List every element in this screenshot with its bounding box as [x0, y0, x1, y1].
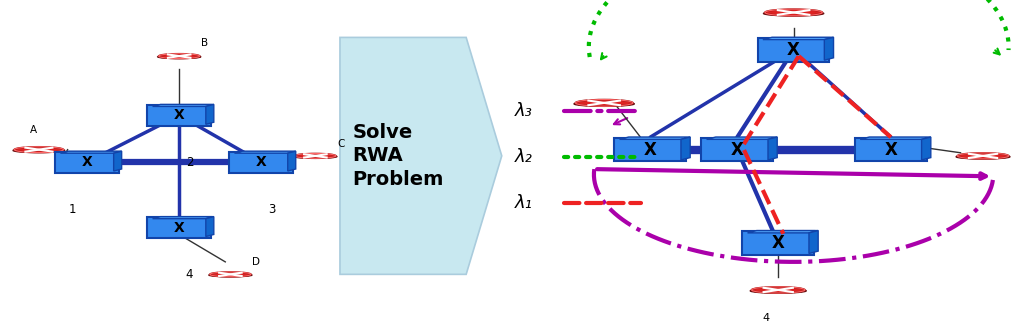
Text: 1: 1 — [69, 203, 77, 216]
Text: X: X — [787, 41, 800, 59]
Polygon shape — [620, 137, 690, 139]
FancyBboxPatch shape — [147, 105, 211, 126]
Text: 2: 2 — [185, 156, 194, 169]
Text: 3: 3 — [267, 203, 275, 216]
Ellipse shape — [575, 99, 633, 106]
Ellipse shape — [752, 287, 805, 293]
Polygon shape — [340, 37, 502, 274]
FancyBboxPatch shape — [742, 231, 814, 255]
Ellipse shape — [209, 273, 252, 277]
Ellipse shape — [294, 155, 337, 158]
FancyBboxPatch shape — [147, 217, 211, 238]
Ellipse shape — [751, 288, 806, 293]
Polygon shape — [763, 37, 834, 40]
Text: B: B — [202, 38, 208, 48]
Polygon shape — [681, 137, 690, 160]
FancyBboxPatch shape — [55, 151, 119, 172]
Text: A: A — [31, 125, 37, 135]
Text: X: X — [174, 108, 184, 122]
Ellipse shape — [210, 272, 251, 277]
Text: X: X — [885, 141, 897, 159]
Polygon shape — [206, 104, 214, 124]
Text: X: X — [174, 221, 184, 234]
Ellipse shape — [13, 148, 65, 152]
Polygon shape — [153, 104, 214, 107]
Polygon shape — [768, 137, 777, 160]
Polygon shape — [809, 231, 818, 254]
Polygon shape — [860, 137, 931, 139]
Ellipse shape — [158, 55, 201, 58]
Ellipse shape — [956, 155, 1010, 159]
Text: X: X — [82, 155, 92, 169]
Text: X: X — [772, 234, 784, 252]
Text: D: D — [252, 257, 260, 267]
Ellipse shape — [765, 9, 822, 16]
Polygon shape — [153, 217, 214, 219]
Polygon shape — [288, 151, 296, 171]
Ellipse shape — [295, 153, 336, 158]
Ellipse shape — [764, 11, 823, 16]
FancyBboxPatch shape — [758, 38, 829, 62]
Polygon shape — [60, 151, 122, 153]
Ellipse shape — [14, 147, 63, 152]
Polygon shape — [206, 217, 214, 236]
Ellipse shape — [574, 101, 634, 106]
FancyBboxPatch shape — [614, 138, 686, 162]
Ellipse shape — [159, 54, 200, 58]
FancyBboxPatch shape — [229, 151, 293, 172]
Polygon shape — [748, 231, 818, 233]
Polygon shape — [707, 137, 777, 139]
Polygon shape — [824, 37, 834, 60]
FancyBboxPatch shape — [855, 138, 927, 162]
Polygon shape — [922, 137, 931, 160]
Text: λ₃: λ₃ — [515, 102, 532, 120]
Polygon shape — [234, 151, 296, 153]
Text: C: C — [337, 139, 345, 149]
FancyBboxPatch shape — [701, 138, 773, 162]
Text: λ₁: λ₁ — [515, 194, 532, 212]
Text: 4: 4 — [185, 268, 194, 281]
Ellipse shape — [957, 153, 1009, 159]
Polygon shape — [114, 151, 122, 171]
Text: X: X — [644, 141, 656, 159]
Text: Solve
RWA
Problem: Solve RWA Problem — [352, 123, 443, 189]
Text: X: X — [731, 141, 743, 159]
Text: X: X — [256, 155, 266, 169]
Text: λ₂: λ₂ — [515, 149, 532, 166]
Text: 4: 4 — [763, 313, 769, 323]
